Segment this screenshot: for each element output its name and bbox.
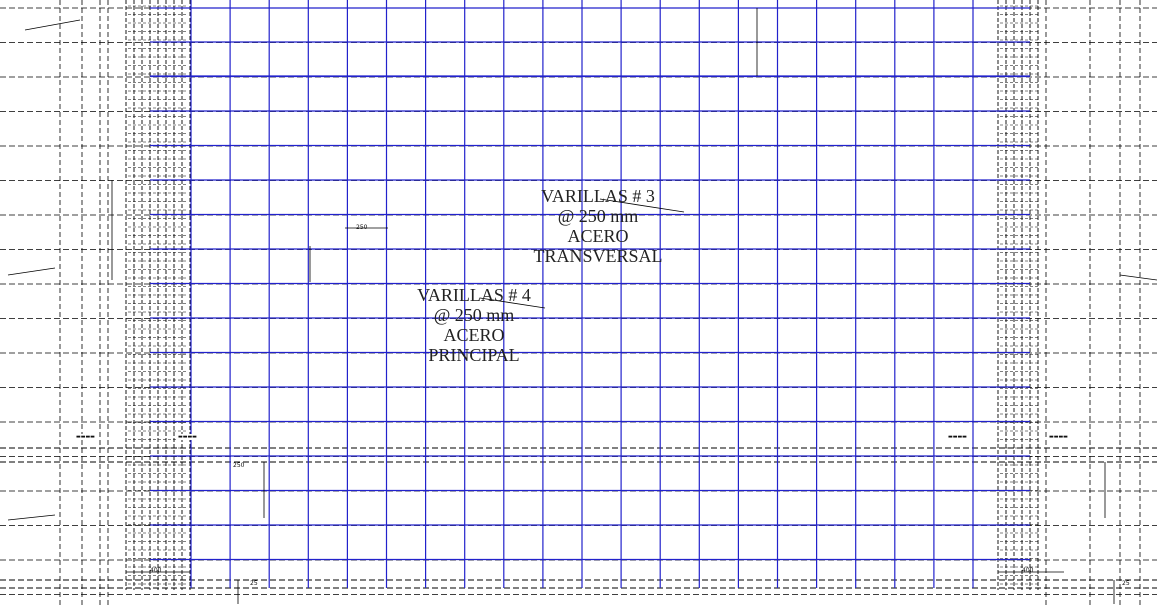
label-principal-steel: VARILLAS # 4 @ 250 mm ACERO PRINCIPAL (392, 285, 556, 365)
label-principal-name: PRINCIPAL (428, 345, 520, 365)
dimension-spacing-label: 250 (356, 224, 368, 231)
dimension-lines (7, 8, 1157, 604)
dimension-corner-left-label: 25 (250, 580, 258, 587)
dimension-bottom-right-label: 400 (1022, 567, 1034, 574)
dimension-bottom-left-label: 400 (150, 567, 162, 574)
rebar-mesh (150, 0, 1030, 588)
tag-left-2: ▬▬▬▬ (178, 434, 197, 440)
dimension-edge-label: 250 (233, 462, 245, 469)
label-principal-bars: VARILLAS # 4 (417, 285, 531, 305)
break-line (7, 514, 56, 521)
label-transversal-bars: VARILLAS # 3 (541, 186, 655, 206)
leader-line (599, 198, 685, 213)
break-line (1119, 274, 1157, 281)
column-reinforcement (125, 0, 1039, 590)
label-principal-spacing: @ 250 mm (433, 305, 515, 325)
tag-right-1: ▬▬▬▬ (948, 434, 967, 440)
label-transversal-steel: VARILLAS # 3 @ 250 mm ACERO TRANSVERSAL (512, 186, 684, 266)
label-principal-steel-type: ACERO (443, 325, 505, 345)
break-line (7, 267, 56, 276)
label-transversal-name: TRANSVERSAL (533, 246, 663, 266)
dimension-corner-right-label: 25 (1122, 580, 1130, 587)
tag-left-1: ▬▬▬▬ (76, 434, 95, 440)
tag-right-2: ▬▬▬▬ (1049, 434, 1068, 440)
label-transversal-steel-type: ACERO (567, 226, 629, 246)
label-transversal-spacing: @ 250 mm (557, 206, 639, 226)
leader-line (479, 297, 546, 309)
break-line (24, 19, 81, 31)
